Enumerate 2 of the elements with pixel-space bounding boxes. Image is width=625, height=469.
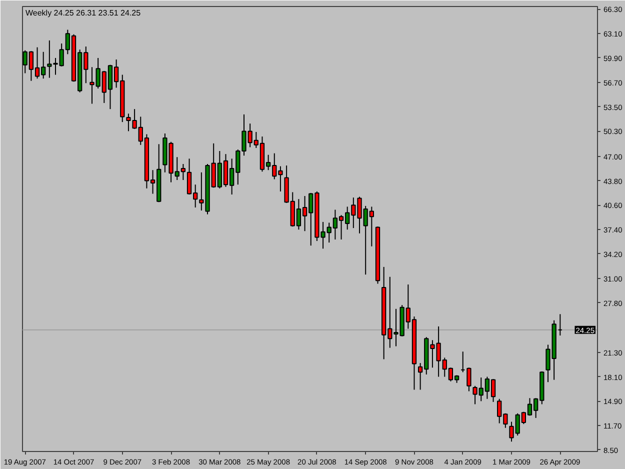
chart-title: Weekly 24.25 26.31 23.51 24.25	[26, 8, 142, 18]
candlestick	[466, 367, 472, 392]
